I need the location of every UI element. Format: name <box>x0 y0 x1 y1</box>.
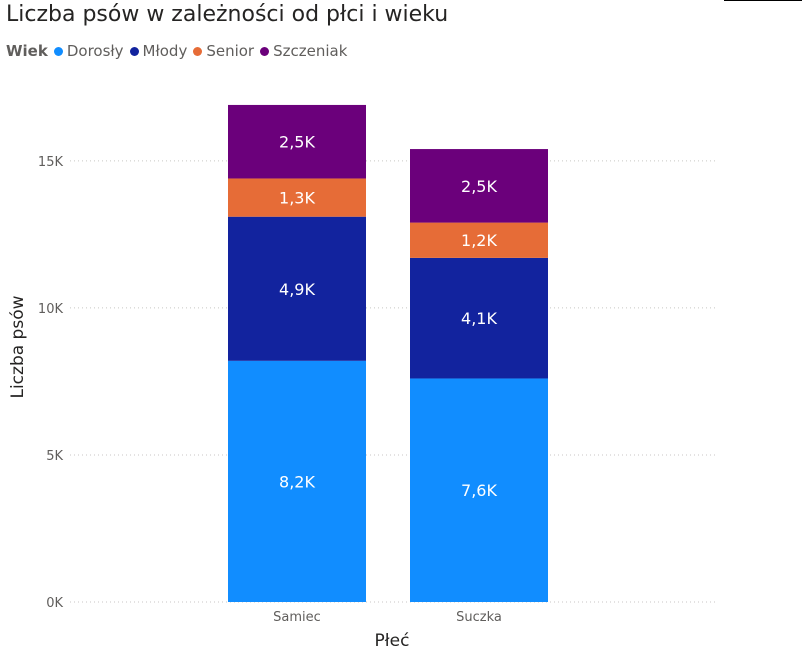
data-label: 2,5K <box>279 133 315 152</box>
chart-title: Liczba psów w zależności od płci i wieku <box>6 2 449 27</box>
legend-label: Młody <box>142 42 188 60</box>
bar-segment[interactable] <box>228 360 366 602</box>
data-label: 2,5K <box>461 177 497 196</box>
data-label: 8,2K <box>279 472 315 491</box>
legend-item-szczeniak[interactable]: Szczeniak <box>260 42 347 60</box>
legend-item-senior[interactable]: Senior <box>193 42 254 60</box>
legend-marker <box>53 46 63 56</box>
legend-marker <box>193 46 203 56</box>
data-label: 4,1K <box>461 309 497 328</box>
x-tick-label: Samiec <box>273 610 321 625</box>
legend-label: Senior <box>206 42 255 60</box>
bar-segment[interactable] <box>228 216 366 361</box>
legend-marker <box>260 46 270 56</box>
top-divider <box>724 0 802 1</box>
y-tick-label: 15K <box>38 155 64 170</box>
legend-label: Szczeniak <box>273 42 348 60</box>
legend: Wiek Dorosły Młody Senior Szczeniak <box>6 42 353 60</box>
bar-segment[interactable] <box>410 149 548 223</box>
bar-segment[interactable] <box>410 257 548 379</box>
bar-segment[interactable] <box>410 378 548 602</box>
legend-label: Dorosły <box>66 42 124 60</box>
bar-segment[interactable] <box>228 104 366 179</box>
bar-segment[interactable] <box>410 222 548 258</box>
y-tick-label: 5K <box>46 449 63 464</box>
bar-segment[interactable] <box>228 178 366 217</box>
legend-item-dorosly[interactable]: Dorosły <box>53 42 124 60</box>
data-label: 1,2K <box>461 231 497 250</box>
data-label: 4,9K <box>279 280 315 299</box>
legend-marker <box>129 46 139 56</box>
legend-item-mlody[interactable]: Młody <box>129 42 188 60</box>
x-axis-title: Płeć <box>375 631 410 651</box>
data-label: 7,6K <box>461 481 497 500</box>
y-tick-label: 10K <box>38 302 64 317</box>
x-tick-label: Suczka <box>456 610 502 625</box>
y-tick-label: 0K <box>46 596 63 611</box>
data-label: 1,3K <box>279 189 315 208</box>
legend-title: Wiek <box>6 42 48 60</box>
y-axis-title: Liczba psów <box>8 295 28 398</box>
